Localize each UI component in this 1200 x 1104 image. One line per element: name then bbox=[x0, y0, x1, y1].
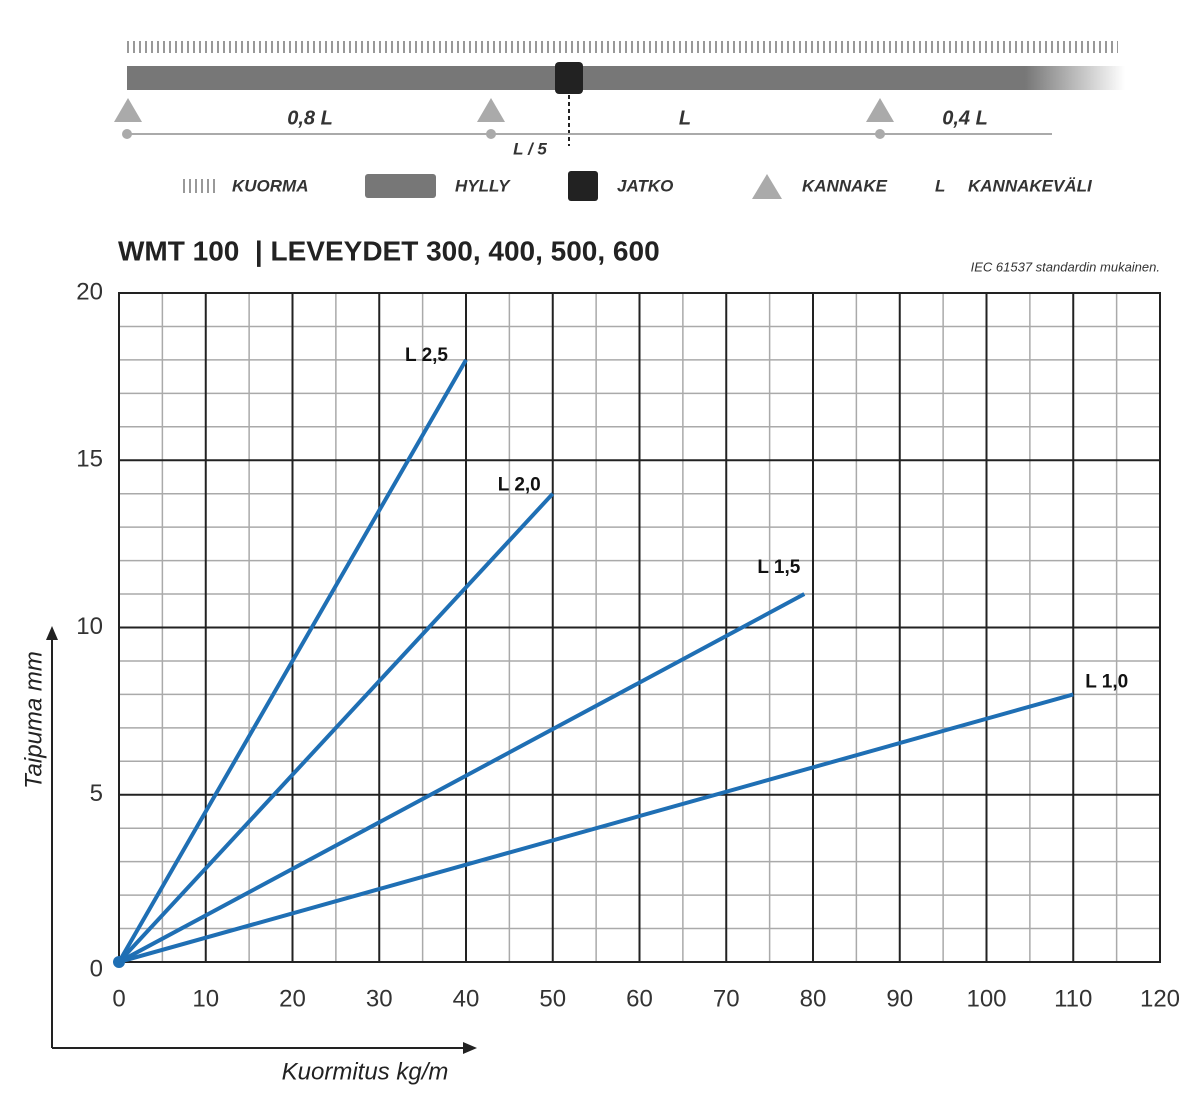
legend-text: JATKO bbox=[617, 176, 673, 195]
y-tick-label: 0 bbox=[90, 955, 103, 982]
series-label: L 2,0 bbox=[498, 475, 541, 496]
joint bbox=[555, 62, 583, 94]
series-line bbox=[118, 692, 1074, 964]
x-axis-label: Kuormitus kg/m bbox=[282, 1058, 449, 1085]
legend-text: KANNAKEVÄLI bbox=[968, 176, 1093, 195]
legend-joint bbox=[568, 171, 598, 201]
shelf-beam bbox=[127, 66, 1125, 90]
x-tick-label: 120 bbox=[1140, 985, 1180, 1012]
y-tick-label: 10 bbox=[76, 613, 103, 640]
span-label: 0,8 L bbox=[287, 107, 333, 129]
x-tick-label: 70 bbox=[713, 985, 740, 1012]
series-line bbox=[118, 592, 806, 964]
supports bbox=[114, 98, 894, 139]
y-axis-label: Taipuma mm bbox=[20, 651, 47, 789]
x-tick-label: 80 bbox=[800, 985, 827, 1012]
legend-symbol: L bbox=[935, 176, 945, 195]
beam-diagram: 0,8 L L 0,4 L L / 5 bbox=[114, 41, 1125, 158]
x-tick-label: 100 bbox=[966, 985, 1006, 1012]
series-line bbox=[117, 492, 555, 964]
span-label: L bbox=[679, 107, 691, 129]
legend-text: HYLLY bbox=[455, 176, 511, 195]
x-tick-label: 50 bbox=[539, 985, 566, 1012]
plot-frame bbox=[118, 292, 1161, 963]
series-label: L 2,5 bbox=[405, 345, 448, 366]
diagram-legend: KUORMA HYLLY JATKO KANNAKE L KANNAKEVÄLI bbox=[183, 171, 1093, 201]
x-tick-label: 60 bbox=[626, 985, 653, 1012]
legend-shelf bbox=[365, 174, 436, 198]
legend-text: KUORMA bbox=[232, 176, 309, 195]
offset-label: L / 5 bbox=[513, 139, 547, 158]
x-tick-label: 30 bbox=[366, 985, 393, 1012]
axes-arrows bbox=[46, 626, 477, 1054]
x-tick-label: 90 bbox=[886, 985, 913, 1012]
series-label: L 1,0 bbox=[1085, 671, 1128, 692]
x-tick-label: 0 bbox=[112, 985, 125, 1012]
span-label: 0,4 L bbox=[942, 107, 988, 129]
legend-text: KANNAKE bbox=[802, 176, 888, 195]
chart-note: IEC 61537 standardin mukainen. bbox=[971, 259, 1160, 274]
series-label: L 1,5 bbox=[757, 557, 800, 578]
plot: 0 10 20 30 40 50 60 70 80 90 100 110 120 0 5 10 15 20 L 2,… bbox=[76, 278, 1180, 1012]
x-tick-label: 20 bbox=[279, 985, 306, 1012]
y-tick-label: 20 bbox=[76, 278, 103, 305]
legend-support bbox=[752, 174, 782, 199]
chart-title: WMT 100 | LEVEYDET 300, 400, 500, 600 bbox=[118, 235, 660, 266]
series-line bbox=[117, 358, 468, 963]
y-tick-label: 15 bbox=[76, 446, 103, 473]
x-tick-label: 40 bbox=[453, 985, 480, 1012]
origin-dot bbox=[113, 956, 125, 968]
x-tick-label: 110 bbox=[1054, 985, 1092, 1012]
y-tick-label: 5 bbox=[90, 780, 103, 807]
x-tick-label: 10 bbox=[192, 985, 219, 1012]
